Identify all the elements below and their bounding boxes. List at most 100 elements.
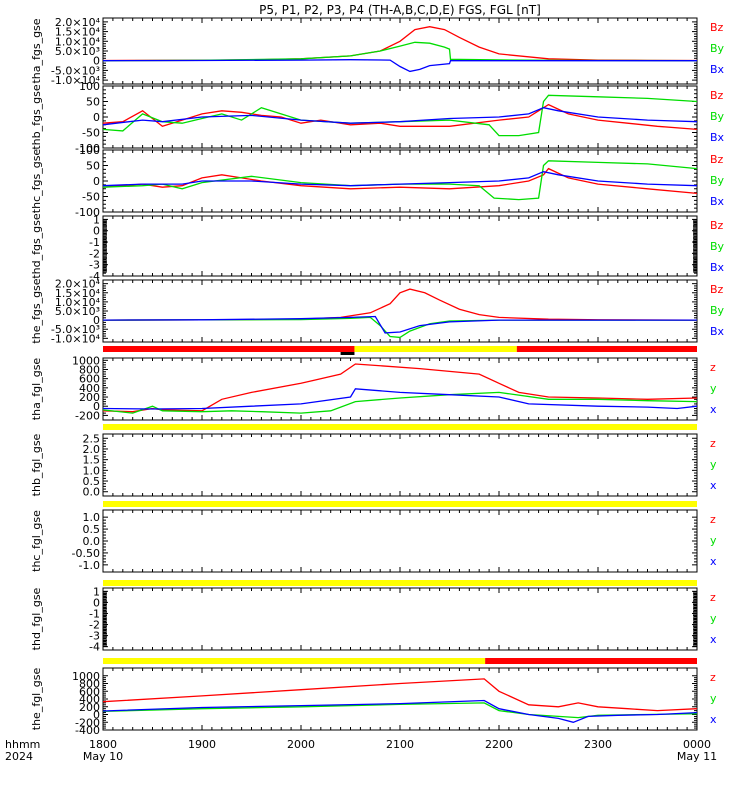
- y-tick-label: 1: [93, 213, 100, 226]
- y-tick-label: 2.0×10⁴: [55, 278, 101, 291]
- y-tick-label: 0: [93, 400, 100, 413]
- legend-bx: Bx: [710, 261, 725, 274]
- legend-y: y: [710, 534, 717, 547]
- y-tick-label: 1000: [72, 354, 100, 367]
- y-tick-label: 1.0×10⁴: [55, 296, 101, 309]
- series-bz: [102, 288, 698, 321]
- y-tick-label: 0.5: [83, 523, 101, 536]
- series-by: [102, 41, 698, 62]
- status-bar-mark: [340, 352, 355, 355]
- y-tick-label: -3: [89, 259, 100, 272]
- y-tick-label: 5.0×10³: [55, 45, 100, 58]
- y-tick-label: 1: [93, 585, 100, 598]
- y-tick-label: -200: [75, 409, 100, 422]
- y-tick-label: -1.0×10⁴: [51, 74, 101, 87]
- legend-by: By: [710, 304, 725, 317]
- status-bar-segment: [103, 501, 697, 507]
- panel-thb-fgl-gse: 2.52.01.51.00.50.0 thb_fgl_gse zyx: [30, 432, 717, 498]
- legend-bz: Bz: [710, 219, 724, 232]
- legend-x: x: [710, 555, 717, 568]
- y-tick-label: 100: [79, 144, 100, 157]
- legend-y: y: [710, 692, 717, 705]
- y-tick-label: 0: [93, 225, 100, 238]
- y-tick-label: 1.5×10⁴: [55, 287, 101, 300]
- legend-bx: Bx: [710, 131, 725, 144]
- y-tick-label: -1: [89, 607, 100, 620]
- y-tick-label: 800: [79, 363, 100, 376]
- y-tick-label: -1: [89, 236, 100, 249]
- y-tick-label: 50: [86, 160, 100, 173]
- y-tick-label: 0: [93, 55, 100, 68]
- x-tick-label: 0000: [683, 738, 711, 751]
- status-bar-segment: [516, 346, 697, 352]
- panel-frame: [102, 215, 698, 277]
- status-bar-segment: [103, 424, 697, 430]
- y-tick-label: 1.0: [83, 464, 101, 477]
- legend-z: z: [710, 513, 716, 526]
- y-tick-label: 400: [79, 693, 100, 706]
- legend-bz: Bz: [710, 283, 724, 296]
- y-tick-label: 800: [79, 678, 100, 691]
- y-axis-label: thc_fgs_gse: [30, 149, 43, 214]
- y-tick-label: -100: [75, 142, 100, 155]
- y-tick-label: -4: [89, 641, 100, 654]
- y-tick-label: 0: [93, 111, 100, 124]
- legend-bz: Bz: [710, 153, 724, 166]
- status-bar-segment: [103, 580, 697, 586]
- panel-thc-fgs-gse: 100 50 0 -50 -100 thc_fgs_gse Bz By Bx: [30, 144, 725, 219]
- chart-title: P5, P1, P2, P3, P4 (TH-A,B,C,D,E) FGS, F…: [259, 3, 541, 17]
- y-tick-label: 600: [79, 373, 100, 386]
- y-tick-label: -1.0×10⁴: [51, 332, 101, 345]
- series-bx: [102, 107, 698, 126]
- y-tick-label: 0.0: [83, 486, 101, 499]
- y-tick-label: -50: [82, 191, 100, 204]
- series-by: [102, 160, 698, 201]
- panel-frame: [102, 667, 698, 731]
- panel-frame: [102, 433, 698, 497]
- panel-tha-fgs-gse: 2.0×10⁴1.5×10⁴1.0×10⁴5.0×10³0-5.0×10³-1.…: [30, 16, 725, 87]
- panel-frame: [102, 587, 698, 651]
- y-tick-label: 200: [79, 701, 100, 714]
- x-row-label-time: hhmm: [5, 738, 40, 751]
- y-tick-label: 1.0: [83, 511, 101, 524]
- y-tick-label: -400: [75, 724, 100, 737]
- legend-by: By: [710, 174, 725, 187]
- y-tick-label: 100: [79, 80, 100, 93]
- panel-frame: [102, 17, 698, 85]
- panel-thb-fgs-gse: 100 50 0 -50 -100 thb_fgs_gse Bz By Bx: [30, 80, 725, 155]
- legend-x: x: [710, 713, 717, 726]
- status-bar-segment: [354, 346, 517, 352]
- legend-z: z: [710, 361, 716, 374]
- legend-bz: Bz: [710, 21, 724, 34]
- y-tick-label: 0: [93, 314, 100, 327]
- y-tick-label: 0: [93, 175, 100, 188]
- y-tick-label: 0.0: [83, 535, 101, 548]
- y-tick-label: 600: [79, 685, 100, 698]
- y-tick-label: -3: [89, 630, 100, 643]
- legend-z: z: [710, 437, 716, 450]
- y-tick-label: 1.0×10⁴: [55, 35, 101, 48]
- legend-y: y: [710, 382, 717, 395]
- y-tick-label: -1.0: [79, 559, 100, 572]
- y-tick-label: -2: [89, 619, 100, 632]
- legend-by: By: [710, 240, 725, 253]
- y-tick-label: 5.0×10³: [55, 305, 100, 318]
- y-axis-label: tha_fgl_gse: [30, 358, 43, 421]
- legend-y: y: [710, 612, 717, 625]
- x-row-label-year: 2024: [5, 750, 33, 763]
- y-axis-label: thb_fgl_gse: [30, 433, 43, 496]
- y-tick-label: 1000: [72, 670, 100, 683]
- series-bx: [102, 171, 698, 187]
- panel-thc-fgl-gse: 1.00.50.0-0.50-1.0 thc_fgl_gse zyx: [30, 509, 717, 573]
- legend-by: By: [710, 42, 725, 55]
- panel-frame: [102, 509, 698, 573]
- x-tick-date: May 10: [83, 750, 123, 763]
- legend-x: x: [710, 479, 717, 492]
- y-axis-label: the_fgl_gse: [30, 668, 43, 731]
- y-tick-label: 50: [86, 96, 100, 109]
- series-bx: [102, 315, 697, 334]
- y-tick-label: -2: [89, 247, 100, 260]
- y-tick-label: 2.0: [83, 443, 101, 456]
